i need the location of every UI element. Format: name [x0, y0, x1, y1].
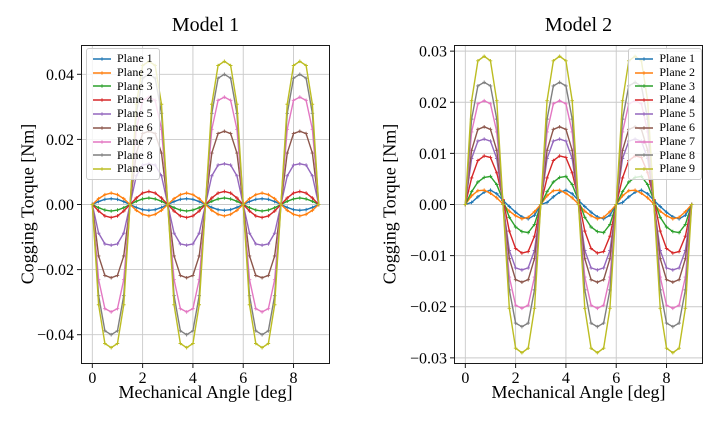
legend-label: Plane 5 — [117, 106, 153, 121]
legend-entry: Plane 8 — [92, 147, 153, 163]
legend-line-sample — [635, 98, 654, 103]
legend-entry: Plane 5 — [634, 106, 695, 121]
legend-entry: Plane 4 — [634, 93, 695, 107]
legend-entry: Plane 8 — [634, 147, 695, 163]
legend-line-sample — [635, 112, 654, 116]
legend-line-sample — [93, 139, 111, 144]
legend-label: Plane 7 — [117, 133, 153, 148]
y-tick-label: 0.00 — [46, 197, 74, 214]
legend-line-sample — [635, 139, 654, 144]
legend-line-sample — [635, 57, 654, 61]
legend-line-sample — [93, 70, 111, 75]
legend-line-sample — [635, 153, 654, 158]
legend-line-sample — [635, 84, 654, 89]
legend-entry: Plane 7 — [92, 133, 153, 149]
legend-entry: Plane 6 — [634, 119, 695, 135]
legend-entry: Plane 2 — [634, 64, 695, 80]
legend-label: Plane 9 — [659, 161, 695, 176]
y-tick-label: −0.03 — [410, 350, 447, 367]
legend-line-sample — [93, 126, 111, 130]
y-axis-label: Cogging Torque [Nm] — [17, 123, 38, 285]
axes-spines — [81, 45, 330, 364]
y-tick-label: −0.04 — [37, 327, 74, 344]
legend-entry: Plane 9 — [92, 162, 153, 176]
y-axis-label: Cogging Torque [Nm] — [379, 123, 400, 285]
legend-line-sample — [93, 112, 111, 116]
legend-line-sample — [93, 57, 111, 61]
legend-entry: Plane 1 — [92, 51, 153, 66]
legend-label: Plane 4 — [659, 92, 695, 107]
legend-line-sample — [93, 84, 111, 89]
chart-title: Model 2 — [544, 14, 613, 36]
x-tick-label: 2 — [512, 370, 520, 387]
chart-model-1: Model 1 Cogging Torque [Nm] 0 2 4 6 8 0.04 0.0… — [17, 14, 330, 402]
legend: Plane 1 Plane 2 Plane 3 Plane 4 Plane 5 Plane… — [86, 48, 160, 181]
legend-entry: Plane 3 — [634, 78, 695, 94]
y-tick-label: 0.01 — [419, 146, 447, 163]
chart-model-2: Model 2 Cogging Torque [Nm] 0 2 4 6 8 0.03 0.0… — [361, 0, 722, 429]
legend-label: Plane 1 — [117, 51, 153, 65]
x-tick-label: 4 — [189, 370, 197, 387]
legend-entry: Plane 9 — [634, 162, 695, 176]
legend-line-sample — [635, 70, 654, 75]
legend-line-sample — [635, 126, 654, 130]
legend-label: Plane 8 — [659, 147, 695, 162]
x-tick-label: 8 — [290, 370, 298, 387]
legend-label: Plane 2 — [659, 64, 695, 79]
x-tick-label: 6 — [612, 370, 620, 387]
legend-label: Plane 1 — [659, 51, 695, 65]
x-tick-label: 0 — [461, 370, 469, 387]
legend: Plane 1 Plane 2 Plane 3 Plane 4 Plane 5 Plane… — [628, 48, 702, 181]
legend-label: Plane 3 — [659, 78, 695, 93]
x-axis-label: Mechanical Angle [deg] — [491, 382, 666, 402]
x-axis-label: Mechanical Angle [deg] — [118, 382, 293, 402]
plot-area: 0 2 4 6 8 0.03 0.02 0.01 0.00 −0.01 −0.02 −0.03 — [410, 44, 703, 387]
legend-label: Plane 5 — [659, 106, 695, 121]
legend-label: Plane 3 — [117, 78, 153, 93]
y-tick-label: −0.02 — [37, 262, 74, 279]
y-tick-label: 0.02 — [419, 95, 447, 112]
legend-label: Plane 6 — [117, 119, 153, 134]
legend-entry: Plane 4 — [92, 93, 153, 107]
legend-entry: Plane 2 — [92, 64, 153, 80]
legend-label: Plane 9 — [117, 161, 153, 176]
legend-line-sample — [635, 167, 654, 172]
legend-entry: Plane 1 — [634, 51, 695, 66]
legend-label: Plane 4 — [117, 92, 153, 107]
legend-entry: Plane 3 — [92, 78, 153, 94]
legend-label: Plane 7 — [659, 133, 695, 148]
y-tick-label: 0.03 — [419, 44, 447, 61]
legend-label: Plane 6 — [659, 119, 695, 134]
y-tick-label: 0.04 — [46, 67, 74, 84]
chart-title: Model 1 — [171, 14, 240, 36]
y-tick-label: 0.00 — [419, 197, 447, 214]
y-tick-label: −0.01 — [410, 248, 447, 265]
x-tick-label: 8 — [663, 370, 671, 387]
y-tick-label: −0.02 — [410, 299, 447, 316]
y-tick-label: 0.02 — [46, 132, 74, 149]
legend-label: Plane 8 — [117, 147, 153, 162]
legend-line-sample — [93, 167, 111, 172]
legend-label: Plane 2 — [117, 64, 153, 79]
legend-line-sample — [93, 153, 111, 158]
x-tick-label: 4 — [562, 370, 570, 387]
legend-entry: Plane 7 — [634, 133, 695, 149]
x-tick-label: 2 — [139, 370, 147, 387]
legend-entry: Plane 5 — [92, 106, 153, 121]
legend-line-sample — [93, 98, 111, 103]
legend-entry: Plane 6 — [92, 119, 153, 135]
x-tick-label: 6 — [239, 370, 247, 387]
x-tick-label: 0 — [88, 370, 96, 387]
axes-spines — [454, 45, 703, 364]
